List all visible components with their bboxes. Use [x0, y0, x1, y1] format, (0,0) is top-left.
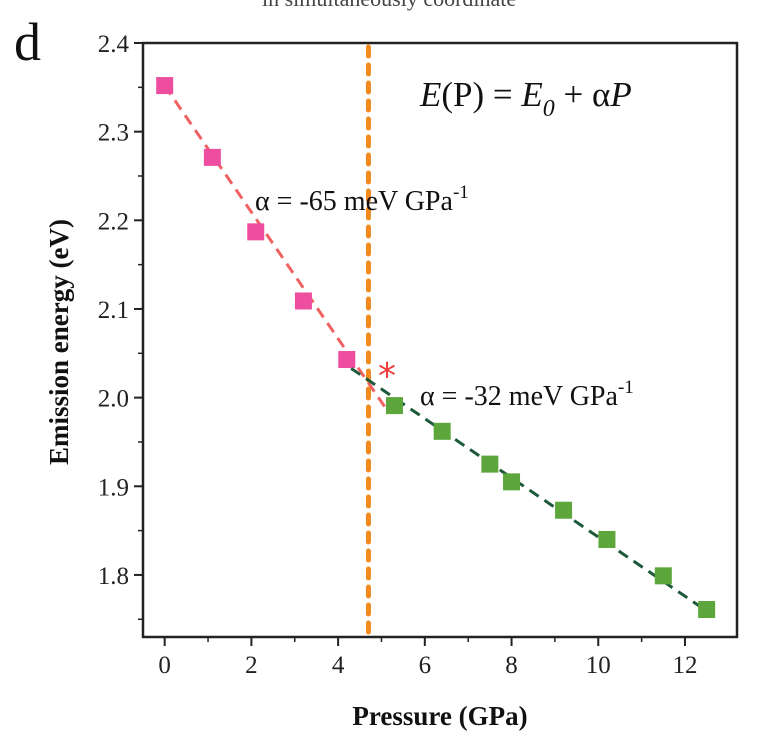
x-tick-label: 12: [672, 652, 697, 679]
slope-annotation-pink: α = -65 meV GPa-1: [255, 182, 469, 217]
transition-marker: *: [378, 356, 396, 397]
data-point-series-2: [698, 601, 716, 619]
plot-area: 0 2 4 6 8 10 12 1.8 1.9 2.0 2.1 2.2 2.3 2.4: [98, 31, 739, 679]
data-point-series-1: [338, 351, 356, 369]
x-tick-label: 10: [586, 652, 611, 679]
data-point-series-1: [203, 148, 221, 166]
data-point-series-1: [247, 223, 265, 241]
y-axis-title: Emission energy (eV): [44, 219, 74, 465]
equation-label: E(P) = E0 + αP: [419, 75, 632, 122]
plot-frame: [141, 41, 739, 639]
x-tick-label: 2: [245, 652, 258, 679]
data-point-series-2: [555, 501, 573, 519]
x-tick-label: 0: [158, 652, 171, 679]
data-point-series-2: [385, 397, 403, 415]
y-tick-label: 2.2: [98, 208, 129, 235]
slope-annotation-green: α = -32 meV GPa-1: [420, 377, 634, 412]
y-tick-label: 2.4: [98, 31, 130, 58]
data-point-series-1: [294, 292, 312, 310]
y-tick-label: 1.8: [98, 563, 129, 590]
data-point-series-2: [598, 530, 616, 548]
fit-line-series-2: [350, 367, 712, 616]
data-point-series-2: [481, 455, 499, 473]
data-point-series-2: [654, 567, 672, 585]
x-tick-label: 6: [419, 652, 432, 679]
data-point-series-2: [433, 422, 451, 440]
y-tick-label: 2.3: [98, 120, 129, 147]
panel-label: d: [14, 12, 41, 72]
x-axis-title: Pressure (GPa): [352, 701, 527, 731]
top-caption-fragment: in simultaneously coordinate: [262, 0, 516, 11]
y-tick-label: 2.0: [98, 386, 129, 413]
data-point-series-1: [156, 77, 174, 95]
x-tick-label: 8: [505, 652, 518, 679]
data-point-series-2: [503, 473, 521, 491]
y-tick-label: 1.9: [98, 474, 129, 501]
x-tick-label: 4: [332, 652, 345, 679]
y-tick-label: 2.1: [98, 297, 129, 324]
